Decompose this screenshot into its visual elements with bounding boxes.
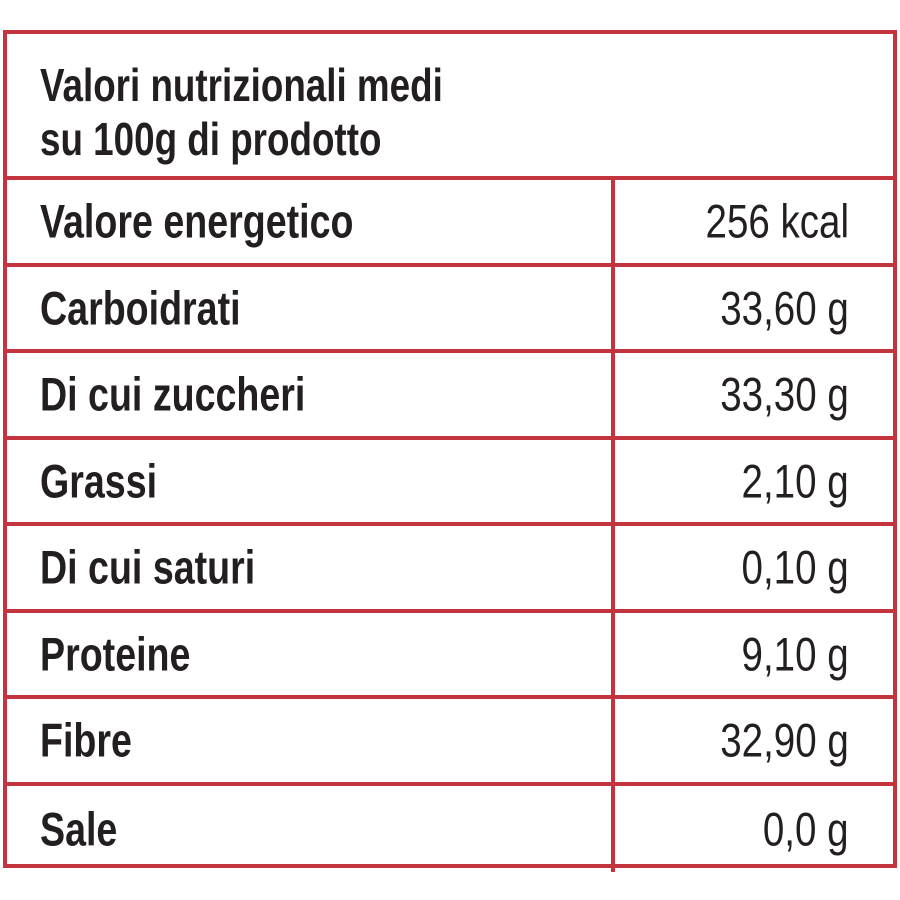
nutrient-label: Carboidrati	[40, 281, 241, 335]
table-row: Carboidrati 33,60 g	[7, 266, 893, 353]
nutrient-label: Grassi	[40, 454, 158, 508]
column-divider	[611, 439, 615, 522]
table-row: Grassi 2,10 g	[7, 439, 893, 526]
nutrient-value: 0,0 g	[763, 802, 849, 856]
column-divider	[611, 180, 615, 263]
nutrient-value: 32,90 g	[720, 713, 849, 767]
nutrient-value: 0,10 g	[741, 540, 849, 594]
nutrient-label: Di cui zuccheri	[40, 367, 306, 421]
nutrient-value: 9,10 g	[741, 627, 849, 681]
nutrient-label: Valore energetico	[40, 194, 354, 248]
table-row: Fibre 32,90 g	[7, 699, 893, 786]
column-divider	[611, 612, 615, 695]
nutrient-value: 256 kcal	[705, 194, 849, 248]
nutrient-label: Proteine	[40, 627, 191, 681]
header-line: su 100g di prodotto	[40, 113, 382, 165]
table-row: Sale 0,0 g	[7, 785, 893, 872]
nutrition-table: Valori nutrizionali medi su 100g di prod…	[3, 30, 897, 872]
table-row: Di cui zuccheri 33,30 g	[7, 353, 893, 440]
table-row: Di cui saturi 0,10 g	[7, 526, 893, 613]
nutrient-value: 33,30 g	[720, 367, 849, 421]
nutrient-value: 33,60 g	[720, 281, 849, 335]
table-row: Proteine 9,10 g	[7, 612, 893, 699]
column-divider	[611, 699, 615, 782]
nutrient-label: Fibre	[40, 713, 132, 767]
column-divider	[611, 353, 615, 436]
table-header: Valori nutrizionali medi su 100g di prod…	[7, 34, 893, 180]
nutrient-value: 2,10 g	[741, 454, 849, 508]
nutrient-label: Di cui saturi	[40, 540, 256, 594]
nutrient-label: Sale	[40, 802, 118, 856]
table-row: Valore energetico 256 kcal	[7, 180, 893, 267]
column-divider	[611, 266, 615, 349]
column-divider	[611, 526, 615, 609]
header-line: Valori nutrizionali medi	[40, 59, 443, 111]
column-divider	[611, 785, 615, 872]
